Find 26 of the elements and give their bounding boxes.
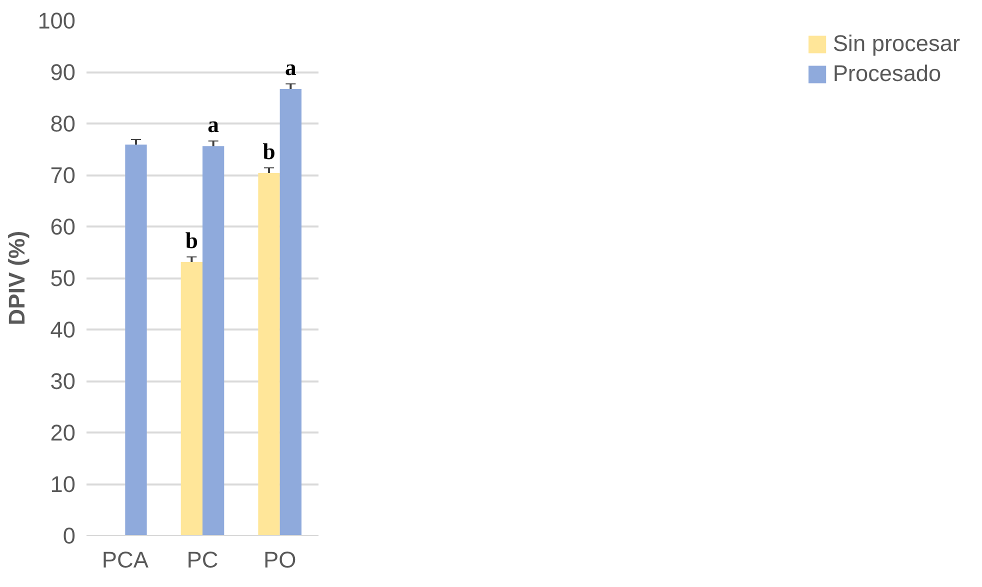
y-axis-title: DPIV (%) <box>4 230 30 326</box>
bar <box>280 88 302 536</box>
bar <box>180 262 202 536</box>
data-label: b <box>185 228 198 253</box>
y-tick-label: 50 <box>50 265 76 291</box>
y-tick-label: 40 <box>50 316 76 342</box>
legend-label: Procesado <box>832 60 942 87</box>
legend-label: Sin procesar <box>832 30 960 57</box>
data-label: b <box>262 138 276 164</box>
data-label: a <box>208 112 219 138</box>
y-tick-label: 90 <box>50 59 76 85</box>
y-tick-label: 60 <box>50 214 76 240</box>
x-tick-label: PC <box>186 546 218 572</box>
y-tick-label: 30 <box>50 368 76 394</box>
bar <box>125 144 147 536</box>
bar <box>202 146 224 536</box>
y-tick-label: 20 <box>50 420 76 446</box>
bar <box>258 172 280 536</box>
y-tick-label: 70 <box>50 162 76 188</box>
y-tick-label: 0 <box>62 522 76 548</box>
data-label: a <box>284 54 296 80</box>
y-tick-label: 100 <box>38 8 76 34</box>
x-tick-label: PCA <box>102 546 150 572</box>
y-tick-label: 10 <box>50 471 76 497</box>
x-tick-label: PO <box>263 546 296 572</box>
y-tick-label: 80 <box>50 110 76 136</box>
